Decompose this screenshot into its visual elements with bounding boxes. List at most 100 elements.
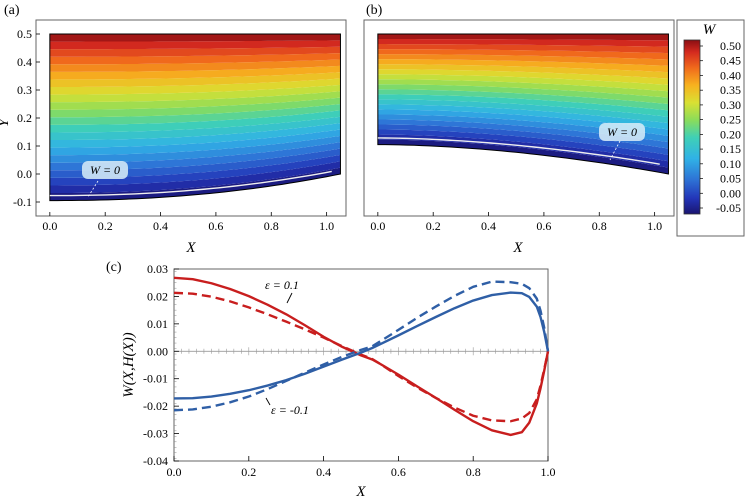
panel-a-x-ticks: 0.0 0.2 0.4 0.6 0.8 1.0 — [42, 212, 334, 233]
colorbar-tick-label: 0.05 — [720, 172, 741, 186]
contour-band — [49, 53, 341, 65]
panel-c-y-label: W(X,H(X)) — [121, 332, 137, 397]
contour-band — [377, 119, 669, 149]
colorbar-title: W — [703, 22, 717, 38]
panel-a-domain-outline — [49, 33, 341, 202]
colorbar-tick-label: 0.15 — [720, 142, 741, 156]
y-tick-label: 0.03 — [147, 262, 168, 276]
contour-band — [49, 116, 341, 141]
y-tick-label: 0.02 — [147, 289, 168, 303]
annotation-eps-pos: ε = 0.1 — [265, 278, 299, 292]
contour-band — [49, 161, 341, 194]
x-tick-label: 0.0 — [370, 219, 385, 233]
x-tick-label: 0.6 — [391, 465, 406, 479]
colorbar: W 0.500.450.400.350.300.250.200.150.100.… — [676, 19, 745, 237]
y-tick-label: 0.01 — [147, 317, 168, 331]
contour-band — [377, 39, 669, 47]
contour-band — [49, 110, 341, 133]
panel-c: (c) 0.03 0.02 0.01 0.00 -0.01 -0.02 -0.03 -0.04… — [106, 260, 556, 499]
contour-band — [377, 49, 669, 60]
panel-b-x-label: X — [512, 240, 523, 256]
y-tick-label: -0.02 — [143, 399, 168, 413]
panel-a-y-ticks: -0.1 0.0 0.1 0.2 0.3 0.4 0.5 — [13, 27, 40, 209]
colorbar-tick-label: 0.25 — [720, 113, 741, 127]
contour-band — [377, 59, 669, 73]
colorbar-tick-label: 0.50 — [720, 39, 741, 53]
contour-band — [377, 34, 669, 41]
contour-band — [377, 99, 669, 124]
x-tick-label: 1.0 — [541, 465, 556, 479]
contour-band — [49, 91, 341, 110]
contour-band — [49, 59, 341, 72]
x-tick-label: 0.2 — [241, 465, 256, 479]
panel-b-frame — [363, 19, 675, 217]
panel-a-contour-label: W = 0 — [90, 163, 120, 177]
panel-b-contour-label-box — [599, 123, 645, 141]
panel-a: (a) W = 0 0.0 0.2 0.4 0.6 0.8 1.0 -0.1 0.0 0.1 0… — [0, 3, 347, 256]
y-tick-label: 0.1 — [17, 139, 32, 153]
panel-c-series — [173, 276, 550, 437]
colorbar-tick-label: 0.10 — [720, 157, 741, 171]
x-tick-label: 0.6 — [208, 219, 223, 233]
x-tick-label: 0.0 — [167, 465, 182, 479]
y-tick-label: -0.03 — [143, 427, 168, 441]
contour-band — [377, 89, 669, 111]
panel-a-x-label: X — [185, 240, 196, 256]
panel-b-x-ticks: 0.0 0.2 0.4 0.6 0.8 1.0 — [370, 212, 662, 233]
x-tick-label: 0.8 — [592, 219, 607, 233]
panel-b-domain-outline — [377, 33, 669, 175]
contour-band — [49, 135, 341, 163]
series-line-2 — [173, 291, 550, 400]
panel-b-zero-contour — [377, 137, 660, 165]
contour-band — [49, 34, 341, 42]
contour-band — [49, 78, 341, 95]
panel-b: (b) W = 0 0.0 0.2 0.4 0.6 0.8 1.0 X — [363, 3, 675, 256]
y-tick-label: -0.1 — [13, 195, 32, 209]
x-tick-label: 0.2 — [98, 219, 113, 233]
contour-band — [377, 114, 669, 143]
panel-a-y-label: Y — [0, 117, 12, 127]
contour-band — [49, 167, 341, 201]
contour-band — [377, 129, 669, 162]
contour-band — [49, 84, 341, 103]
y-tick-label: 0.2 — [17, 111, 32, 125]
contour-band — [377, 69, 669, 85]
panel-b-label-leader — [609, 140, 621, 161]
contour-band — [377, 124, 669, 155]
panel-b-label: (b) — [366, 3, 383, 18]
x-tick-label: 0.4 — [153, 219, 168, 233]
panel-b-contour-fill — [377, 34, 669, 174]
contour-band — [377, 74, 669, 92]
panel-c-frame — [173, 268, 549, 462]
contour-band — [49, 46, 341, 57]
contour-band — [49, 40, 341, 50]
contour-band — [49, 97, 341, 118]
y-tick-label: -0.01 — [143, 372, 168, 386]
colorbar-tick-label: 0.30 — [720, 98, 741, 112]
contour-band — [377, 44, 669, 54]
panel-c-x-label: X — [355, 484, 366, 499]
annotation-eps-neg-leader — [265, 397, 271, 406]
panel-a-label-leader — [87, 180, 99, 198]
contour-band — [377, 139, 669, 174]
x-tick-label: 0.2 — [426, 219, 441, 233]
contour-band — [377, 79, 669, 98]
y-tick-label: 0.5 — [17, 27, 32, 41]
contour-band — [49, 65, 341, 80]
panel-a-zero-contour — [49, 170, 332, 197]
contour-band — [377, 54, 669, 66]
contour-band — [49, 129, 341, 156]
colorbar-gradient — [683, 39, 701, 215]
contour-band — [377, 104, 669, 130]
x-tick-label: 0.8 — [466, 465, 481, 479]
colorbar-ticks: 0.500.450.400.350.300.250.200.150.100.05… — [700, 39, 741, 215]
y-tick-label: 0.0 — [17, 167, 32, 181]
contour-band — [377, 109, 669, 136]
y-tick-label: 0.4 — [17, 55, 32, 69]
panel-c-label: (c) — [106, 260, 122, 275]
x-tick-label: 0.4 — [481, 219, 496, 233]
x-tick-label: 0.8 — [264, 219, 279, 233]
panel-a-contour-label-box — [82, 161, 128, 179]
annotation-eps-pos-leader — [286, 292, 293, 304]
